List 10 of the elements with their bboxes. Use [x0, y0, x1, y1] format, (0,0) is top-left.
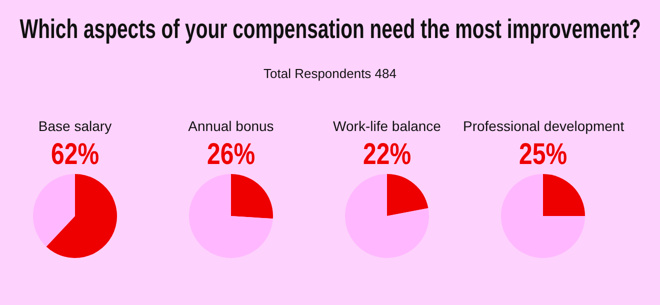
chart-title: Work-life balance [333, 118, 441, 134]
chart-title: Base salary [37, 118, 113, 134]
text: Which aspects of your compensation need the most improvement? [19, 14, 641, 45]
text: Total Respondents 484 [262, 66, 398, 81]
data-label: 22% [362, 138, 412, 172]
chart-title: Annual bonus [187, 118, 275, 134]
chart-title: Professional development [463, 118, 624, 134]
data-label: 26% [206, 138, 256, 172]
data-label: 25% [518, 138, 568, 172]
data-label: 62% [50, 138, 100, 172]
